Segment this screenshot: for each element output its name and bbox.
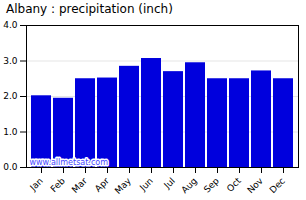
- svg-text:www.allmetsat.com: www.allmetsat.com: [30, 158, 109, 167]
- svg-text:Nov: Nov: [245, 175, 265, 195]
- svg-text:2.0: 2.0: [3, 91, 18, 101]
- svg-text:Feb: Feb: [49, 176, 68, 195]
- svg-text:Jan: Jan: [27, 176, 45, 194]
- svg-text:Oct: Oct: [225, 175, 243, 193]
- svg-text:Dec: Dec: [268, 176, 287, 195]
- svg-text:Sep: Sep: [202, 176, 221, 195]
- svg-text:Jun: Jun: [137, 176, 155, 194]
- svg-text:Aug: Aug: [179, 176, 199, 196]
- svg-text:Jul: Jul: [161, 176, 176, 191]
- html-text:Albany : precipitation (inch): Albany : precipitation (inch): [6, 2, 173, 16]
- svg-text:4.0: 4.0: [3, 20, 18, 30]
- svg-text:1.0: 1.0: [3, 127, 18, 137]
- svg-text:Apr: Apr: [93, 176, 111, 194]
- svg-text:Mar: Mar: [70, 175, 89, 194]
- svg-text:3.0: 3.0: [3, 56, 18, 66]
- svg-text:0.0: 0.0: [3, 162, 18, 172]
- svg-text:May: May: [113, 175, 134, 196]
